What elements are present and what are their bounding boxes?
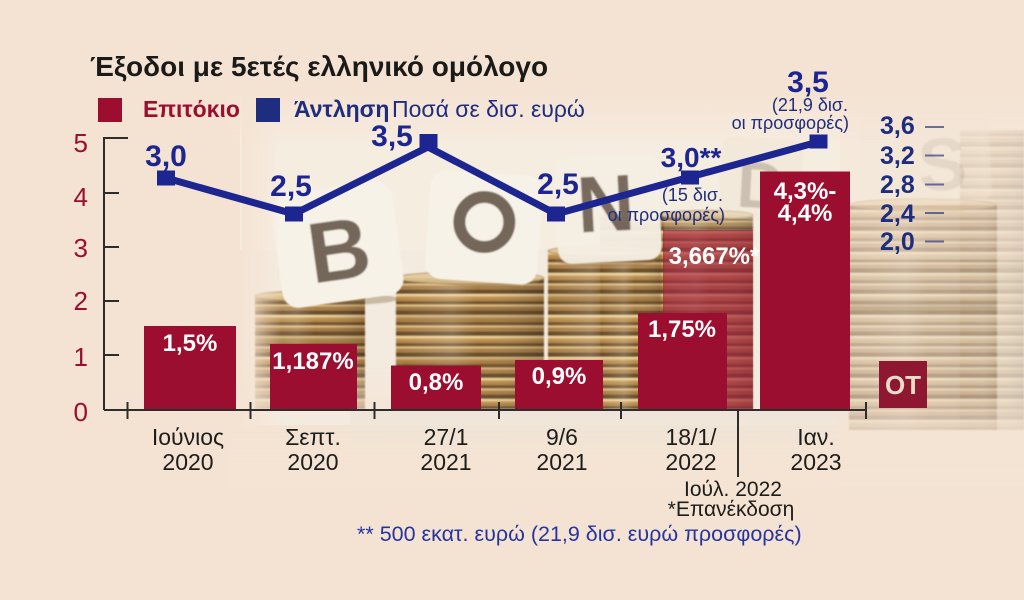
svg-text:4,3%-: 4,3%- — [774, 178, 837, 205]
svg-text:(21,9 δισ.: (21,9 δισ. — [772, 95, 848, 115]
svg-text:2023: 2023 — [790, 449, 841, 475]
svg-text:Ιούλ. 2022: Ιούλ. 2022 — [684, 478, 782, 501]
svg-text:3,0**: 3,0** — [661, 142, 722, 173]
svg-text:18/1/: 18/1/ — [665, 424, 717, 450]
svg-text:3,5: 3,5 — [371, 120, 413, 153]
svg-text:1: 1 — [74, 342, 88, 372]
svg-text:2,4: 2,4 — [880, 200, 915, 228]
svg-text:2,8: 2,8 — [880, 171, 915, 199]
svg-text:2021: 2021 — [420, 449, 471, 475]
svg-text:2022: 2022 — [665, 449, 716, 475]
svg-text:1,187%: 1,187% — [272, 348, 353, 375]
svg-text:3,6: 3,6 — [880, 112, 915, 140]
svg-text:27/1: 27/1 — [424, 424, 469, 450]
svg-text:1,75%: 1,75% — [648, 316, 716, 343]
svg-text:** 500 εκατ. ευρώ (21,9 δισ. ε: ** 500 εκατ. ευρώ (21,9 δισ. ευρώ προσφο… — [357, 522, 802, 546]
svg-text:2020: 2020 — [287, 449, 338, 475]
svg-text:*Επανέκδοση: *Επανέκδοση — [668, 498, 795, 521]
svg-text:οι προσφορές): οι προσφορές) — [732, 113, 849, 133]
svg-text:2021: 2021 — [536, 449, 587, 475]
svg-text:Άντληση: Άντληση — [294, 96, 389, 122]
svg-text:Έξοδοι με 5ετές ελληνικό ομόλο: Έξοδοι με 5ετές ελληνικό ομόλογο — [90, 51, 548, 82]
svg-text:οι προσφορές): οι προσφορές) — [608, 205, 725, 225]
svg-text:9/6: 9/6 — [546, 424, 578, 450]
svg-text:Ιαν.: Ιαν. — [797, 424, 835, 450]
svg-text:2,5: 2,5 — [270, 170, 312, 203]
svg-text:0,9%: 0,9% — [532, 363, 587, 390]
svg-text:3,5: 3,5 — [787, 66, 829, 99]
svg-text:0,8%: 0,8% — [409, 369, 464, 396]
svg-text:Ποσά σε δισ. ευρώ: Ποσά σε δισ. ευρώ — [392, 96, 585, 122]
svg-text:3,2: 3,2 — [880, 142, 915, 170]
svg-text:5: 5 — [74, 128, 88, 158]
svg-text:2,0: 2,0 — [880, 228, 915, 256]
svg-text:Σεπτ.: Σεπτ. — [285, 424, 341, 450]
svg-text:3,0: 3,0 — [145, 140, 187, 173]
svg-text:2,5: 2,5 — [537, 168, 579, 201]
svg-text:1,5%: 1,5% — [163, 330, 218, 357]
svg-text:Επιτόκιο: Επιτόκιο — [143, 96, 240, 122]
svg-text:B: B — [302, 199, 377, 303]
svg-text:2020: 2020 — [162, 449, 213, 475]
svg-text:0: 0 — [74, 397, 88, 427]
svg-text:4: 4 — [74, 182, 88, 212]
svg-text:Ιούνιος: Ιούνιος — [152, 424, 224, 450]
svg-text:3: 3 — [74, 233, 88, 263]
svg-text:2: 2 — [74, 286, 88, 316]
svg-text:3,667%*: 3,667%* — [669, 243, 760, 270]
svg-text:(15 δισ.: (15 δισ. — [662, 185, 723, 205]
svg-text:4,4%: 4,4% — [778, 200, 833, 227]
svg-text:OT: OT — [885, 370, 921, 400]
